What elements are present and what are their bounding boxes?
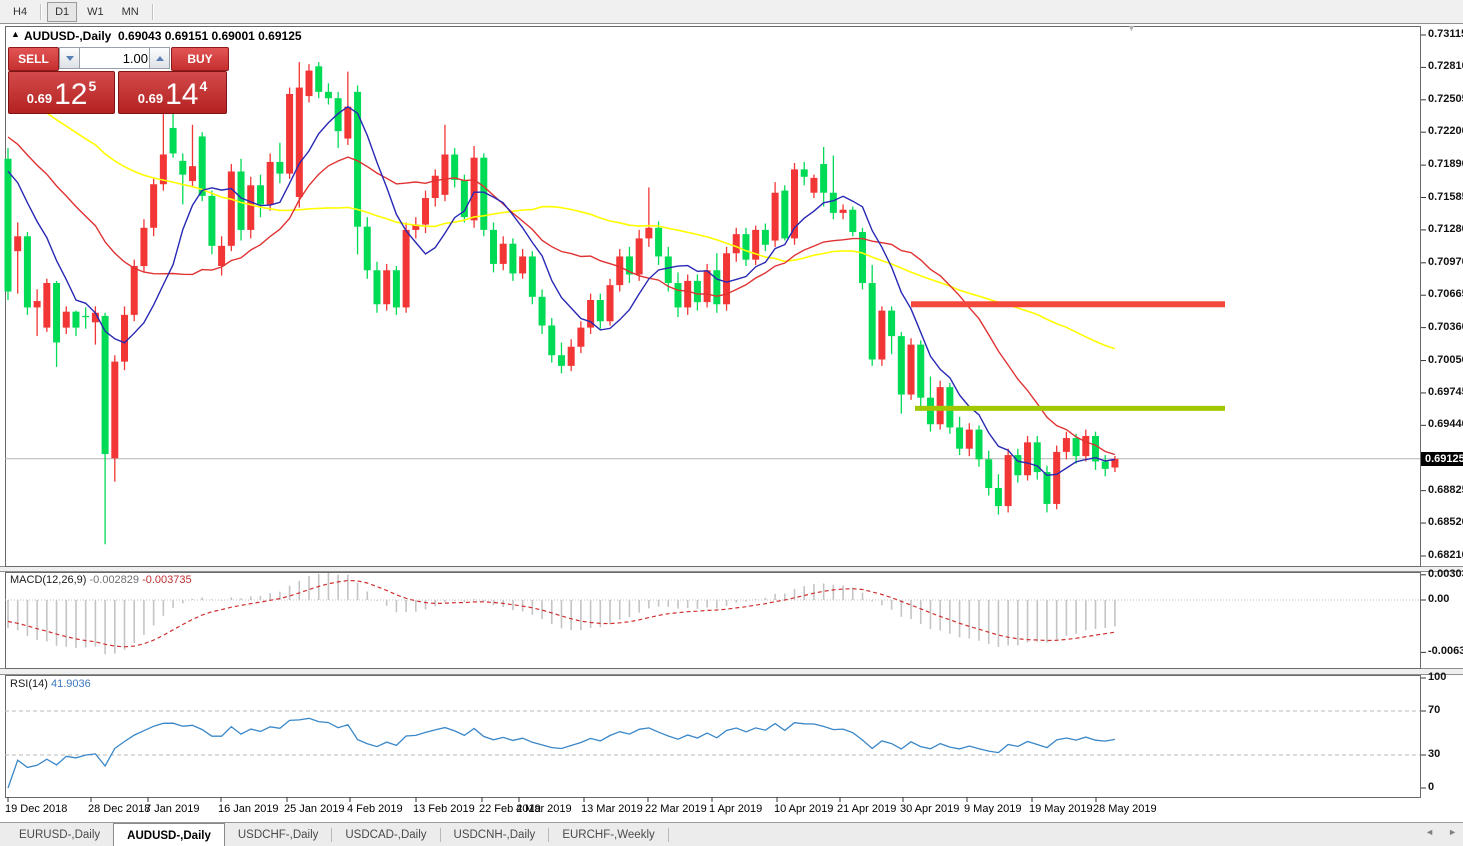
date-axis-label: 16 Jan 2019 bbox=[218, 803, 279, 815]
date-axis-label: 4 Feb 2019 bbox=[347, 803, 403, 815]
one-click-toggle-icon[interactable]: ▲ bbox=[11, 29, 20, 39]
tab-scroll-right-icon[interactable]: ► bbox=[1448, 827, 1457, 837]
macd-axis-tick: -0.006311 bbox=[1428, 645, 1463, 658]
date-axis-label: 13 Feb 2019 bbox=[413, 803, 475, 815]
price-axis-tick: 0.68825 bbox=[1428, 483, 1463, 496]
rsi-value: 41.9036 bbox=[50, 678, 91, 690]
chart-title: AUDUSD-,Daily 0.69043 0.69151 0.69001 0.… bbox=[24, 29, 302, 43]
price-axis-tick: 0.71585 bbox=[1428, 190, 1463, 203]
date-axis-label: 19 Dec 2018 bbox=[5, 803, 68, 815]
date-axis-label: 22 Mar 2019 bbox=[645, 803, 707, 815]
chevron-up-icon bbox=[155, 55, 164, 61]
chevron-down-icon bbox=[65, 55, 74, 61]
rsi-axis-tick: 100 bbox=[1428, 671, 1447, 683]
date-axis-label: 28 May 2019 bbox=[1093, 803, 1157, 815]
date-axis-label: 28 Dec 2018 bbox=[88, 803, 151, 815]
tab-audusd-daily[interactable]: AUDUSD-,Daily bbox=[113, 823, 225, 846]
macd-value: -0.002829 bbox=[89, 574, 140, 586]
date-axis-label: 4 Mar 2019 bbox=[516, 803, 572, 815]
macd-signal-value: -0.003735 bbox=[142, 574, 192, 586]
tab-usdcnh-daily[interactable]: USDCNH-,Daily bbox=[453, 829, 536, 841]
sell-button[interactable]: SELL bbox=[8, 47, 59, 71]
date-axis-label: 1 Apr 2019 bbox=[709, 803, 763, 815]
chart-title-quote: 0.69043 0.69151 0.69001 0.69125 bbox=[118, 29, 302, 43]
symbol-tabbar: EURUSD-,Daily AUDUSD-,Daily USDCHF-,Daily U… bbox=[0, 822, 1463, 846]
date-axis-label: 30 Apr 2019 bbox=[900, 803, 960, 815]
rsi-header: RSI(14) 41.9036 bbox=[10, 678, 91, 690]
date-axis-label: 19 May 2019 bbox=[1029, 803, 1093, 815]
buy-price-sup: 4 bbox=[199, 78, 208, 94]
tab-divider bbox=[439, 828, 441, 842]
toolbar-divider bbox=[40, 3, 43, 20]
buy-button[interactable]: BUY bbox=[171, 47, 229, 71]
rsi-axis-tick: 70 bbox=[1428, 704, 1441, 716]
chart-shift-marker-icon[interactable]: ▼ bbox=[1127, 23, 1136, 33]
sell-price-sup: 5 bbox=[88, 78, 97, 94]
date-axis-label: 7 Jan 2019 bbox=[145, 803, 200, 815]
one-click-trading-panel: SELL BUY 0.69 12 5 0.69 14 4 bbox=[8, 47, 229, 114]
sell-price-big: 12 bbox=[54, 78, 88, 111]
tab-divider bbox=[331, 828, 333, 842]
volume-decrease-button[interactable] bbox=[59, 47, 80, 69]
tab-usdchf-daily[interactable]: USDCHF-,Daily bbox=[237, 829, 319, 841]
macd-axis-tick: 0.00 bbox=[1428, 593, 1450, 605]
toolbar-divider bbox=[151, 3, 154, 20]
timeframe-button-mn[interactable]: MN bbox=[121, 5, 139, 18]
date-axis-label: 10 Apr 2019 bbox=[774, 803, 834, 815]
tab-usdcad-daily[interactable]: USDCAD-,Daily bbox=[345, 829, 427, 841]
tab-divider bbox=[667, 828, 669, 842]
tab-scroll-left-icon[interactable]: ◄ bbox=[1425, 827, 1435, 837]
rsi-axis-tick: 0 bbox=[1428, 781, 1435, 793]
price-axis-tick: 0.73115 bbox=[1428, 28, 1463, 40]
buy-price-small: 0.69 bbox=[137, 91, 164, 106]
timeframe-button-d1[interactable]: D1 bbox=[47, 1, 78, 22]
price-axis-tick: 0.72505 bbox=[1428, 92, 1463, 105]
date-axis-label: 9 May 2019 bbox=[964, 803, 1022, 815]
sell-price-small: 0.69 bbox=[26, 91, 53, 106]
date-axis-label: 22 Feb 2019 bbox=[479, 803, 541, 815]
tab-eurusd-daily[interactable]: EURUSD-,Daily bbox=[19, 829, 101, 841]
date-axis-label: 25 Jan 2019 bbox=[284, 803, 345, 815]
date-axis-label: 13 Mar 2019 bbox=[581, 803, 643, 815]
tab-scroll-control: ◄ ► bbox=[1425, 827, 1457, 837]
date-axis-label: 21 Apr 2019 bbox=[837, 803, 897, 815]
current-price-badge: 0.69125 bbox=[1421, 451, 1463, 466]
buy-price-button[interactable]: 0.69 14 4 bbox=[118, 71, 227, 114]
macd-label: MACD(12,26,9) bbox=[10, 574, 87, 586]
timeframe-button-w1[interactable]: W1 bbox=[87, 5, 104, 18]
buy-price-big: 14 bbox=[165, 78, 199, 111]
rsi-axis-tick: 30 bbox=[1428, 748, 1441, 760]
chart-title-symbol: AUDUSD-,Daily bbox=[24, 29, 112, 43]
price-axis-tick: 0.69745 bbox=[1428, 385, 1463, 398]
price-axis-tick: 0.70665 bbox=[1428, 288, 1463, 301]
timeframe-button-h4[interactable]: H4 bbox=[13, 5, 28, 18]
rsi-label: RSI(14) bbox=[10, 678, 48, 690]
volume-increase-button[interactable] bbox=[149, 47, 170, 69]
macd-axis-tick: 0.003035 bbox=[1428, 567, 1463, 580]
sell-price-button[interactable]: 0.69 12 5 bbox=[8, 71, 115, 114]
tab-eurchf-weekly[interactable]: EURCHF-,Weekly bbox=[562, 829, 655, 841]
volume-input[interactable] bbox=[79, 47, 154, 69]
timeframe-toolbar: H4 D1 W1 MN bbox=[0, 0, 1463, 24]
tab-divider bbox=[548, 828, 550, 842]
macd-header: MACD(12,26,9) -0.002829 -0.003735 bbox=[10, 574, 192, 586]
